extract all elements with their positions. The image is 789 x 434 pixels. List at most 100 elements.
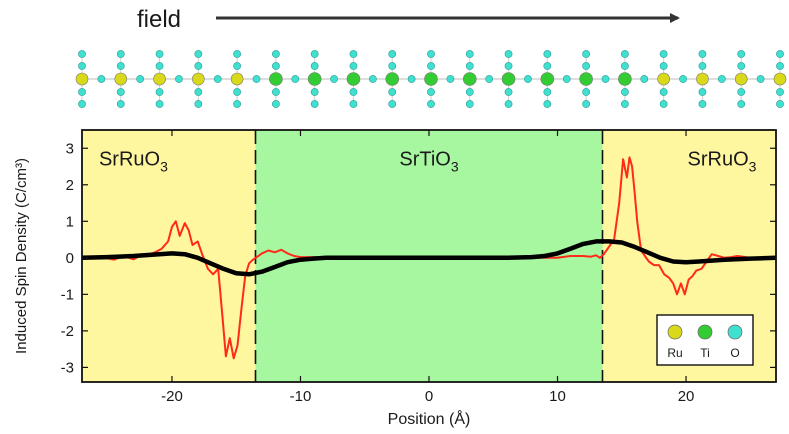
- oxygen-atom: [737, 50, 746, 58]
- x-tick-label: -10: [290, 388, 312, 405]
- oxygen-atom: [155, 100, 164, 108]
- oxygen-atom: [776, 100, 784, 108]
- ru-atom: [734, 72, 748, 86]
- oxygen-atom: [582, 62, 591, 70]
- region-labels: SrRuO3 SrTiO3 SrRuO3: [99, 148, 757, 174]
- oxygen-atom: [233, 50, 242, 58]
- oxygen-atom: [78, 88, 86, 96]
- oxygen-atom: [504, 88, 513, 96]
- oxygen-atom: [504, 100, 513, 108]
- y-tick-label: -3: [61, 359, 74, 376]
- oxygen-atom: [582, 88, 591, 96]
- legend-ru-label: Ru: [667, 346, 682, 360]
- ti-atom: [540, 72, 555, 86]
- ti-atom: [579, 72, 593, 86]
- oxygen-atom: [620, 50, 629, 58]
- ru-atom: [230, 72, 244, 86]
- oxygen-atom: [427, 62, 435, 70]
- oxygen-atom: [543, 88, 552, 96]
- legend-ru-icon: [667, 324, 683, 340]
- oxygen-atom: [291, 75, 300, 83]
- oxygen-atom: [407, 75, 416, 83]
- oxygen-atom: [388, 100, 397, 108]
- legend: Ru Ti O: [656, 314, 754, 366]
- oxygen-atom: [349, 62, 358, 70]
- ti-atom: [462, 72, 477, 86]
- oxygen-atom: [330, 75, 338, 83]
- oxygen-atom: [620, 88, 629, 96]
- oxygen-atom: [233, 100, 242, 108]
- y-tick-label: 1: [66, 213, 74, 230]
- ti-atom: [269, 72, 283, 86]
- oxygen-atom: [446, 75, 455, 83]
- oxygen-atom: [543, 100, 552, 108]
- field-label: field: [137, 6, 181, 33]
- ti-atom: [346, 72, 361, 86]
- oxygen-atom: [582, 100, 591, 108]
- oxygen-atom: [252, 75, 261, 83]
- legend-o-label: O: [730, 346, 739, 360]
- legend-box: [656, 314, 754, 366]
- oxygen-atom: [737, 88, 746, 96]
- oxygen-atom: [213, 75, 222, 83]
- oxygen-atom: [388, 50, 397, 58]
- oxygen-atom: [310, 88, 319, 96]
- oxygen-atom: [310, 62, 319, 70]
- ru-atom: [773, 72, 787, 86]
- oxygen-atom: [679, 75, 687, 83]
- oxygen-atom: [368, 75, 377, 83]
- legend-ti-label: Ti: [700, 346, 710, 360]
- x-tick-label: 20: [678, 388, 695, 405]
- ti-atom: [307, 72, 322, 86]
- oxygen-atom: [78, 50, 86, 58]
- oxygen-atom: [388, 88, 397, 96]
- oxygen-atom: [116, 88, 125, 96]
- oxygen-atom: [194, 88, 203, 96]
- oxygen-atom: [562, 75, 571, 83]
- oxygen-atom: [465, 62, 474, 70]
- y-tick-label: -1: [61, 286, 74, 303]
- ti-atom: [385, 72, 400, 86]
- oxygen-atom: [194, 100, 203, 108]
- oxygen-atom: [776, 50, 784, 58]
- oxygen-atom: [194, 62, 203, 70]
- ru-atom: [657, 72, 670, 86]
- y-tick-label: 2: [66, 177, 74, 194]
- oxygen-atom: [233, 62, 242, 70]
- oxygen-atom: [659, 50, 668, 58]
- oxygen-atom: [485, 75, 494, 83]
- oxygen-atom: [271, 100, 280, 108]
- oxygen-atom: [504, 50, 513, 58]
- oxygen-atom: [427, 50, 435, 58]
- ti-atom: [424, 72, 438, 86]
- oxygen-atom: [737, 100, 746, 108]
- oxygen-atom: [310, 50, 319, 58]
- oxygen-atom: [271, 62, 280, 70]
- oxygen-atom: [78, 62, 86, 70]
- ru-atom: [696, 72, 709, 86]
- oxygen-atom: [504, 62, 513, 70]
- oxygen-atom: [388, 62, 397, 70]
- oxygen-atom: [427, 88, 435, 96]
- oxygen-atom: [116, 62, 125, 70]
- oxygen-atom: [116, 50, 125, 58]
- oxygen-atom: [776, 88, 784, 96]
- oxygen-atom: [233, 88, 242, 96]
- y-axis-label: Induced Spin Density (C/cm³): [13, 158, 30, 354]
- ru-atom: [114, 72, 128, 86]
- y-tick-label: -2: [61, 323, 74, 340]
- oxygen-atom: [717, 75, 726, 83]
- oxygen-atom: [116, 100, 125, 108]
- oxygen-atom: [524, 75, 532, 83]
- oxygen-atom: [659, 100, 668, 108]
- y-tick-label: 0: [66, 250, 74, 267]
- oxygen-atom: [465, 88, 474, 96]
- series-smoothed-line: [82, 239, 776, 277]
- x-tick-label: 0: [425, 388, 433, 405]
- x-axis-label: Position (Å): [388, 409, 471, 428]
- region-label: SrRuO3: [99, 148, 168, 174]
- oxygen-atom: [155, 62, 164, 70]
- oxygen-atom: [543, 50, 552, 58]
